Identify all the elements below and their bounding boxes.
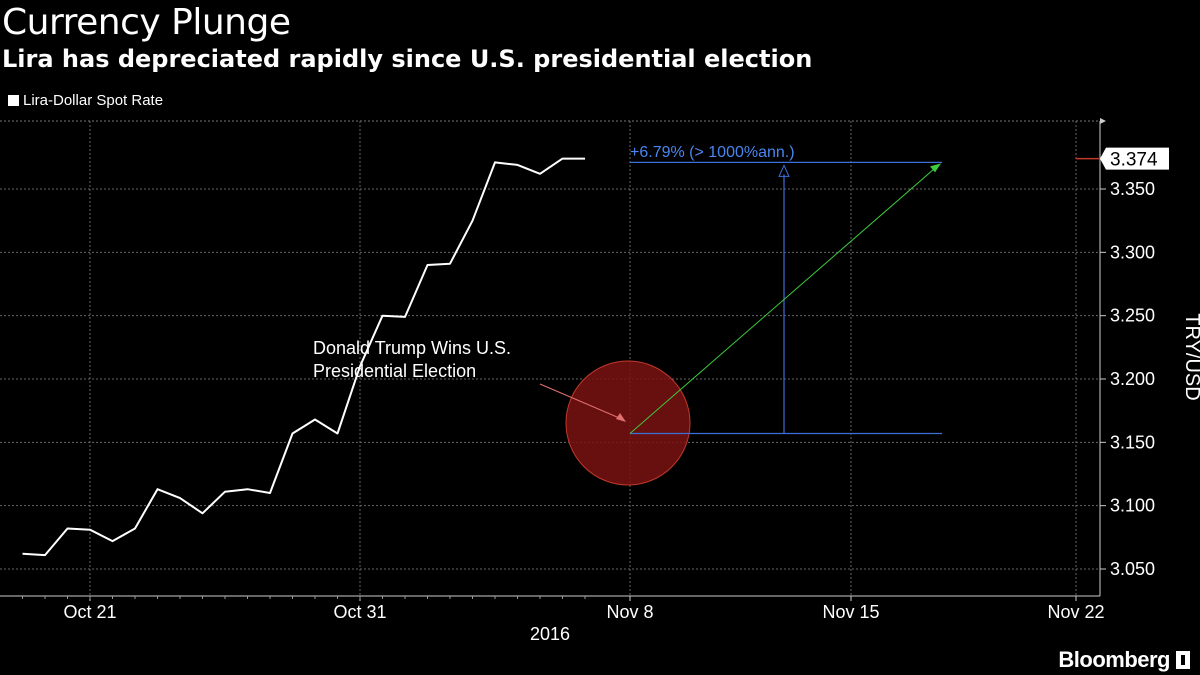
y-tick-label: 3.250 — [1110, 306, 1155, 326]
change-annotation-label: +6.79% (> 1000%ann.) — [630, 144, 795, 161]
last-value-tag — [1100, 147, 1169, 170]
y-tick-label: 3.050 — [1110, 559, 1155, 579]
y-tick-label: 3.150 — [1110, 432, 1155, 452]
bloomberg-logo-icon — [1176, 651, 1190, 669]
y-tick-label: 3.350 — [1110, 179, 1155, 199]
series-layer: 3.374 — [22, 147, 1169, 557]
y-tick-label: 3.300 — [1110, 242, 1155, 262]
chart-subtitle: Lira has depreciated rapidly since U.S. … — [2, 45, 813, 73]
legend-label: Lira-Dollar Spot Rate — [23, 92, 164, 109]
event-annotation-line2: Presidential Election — [313, 361, 476, 381]
y-axis-title: TRY/USD — [1181, 313, 1200, 400]
legend-swatch — [8, 95, 19, 106]
y-tick-label: 3.100 — [1110, 496, 1155, 516]
event-pointer-arrowhead — [616, 413, 626, 422]
bloomberg-logo: Bloomberg — [1058, 647, 1190, 673]
x-tick-label: Nov 8 — [606, 602, 653, 622]
x-tick-label: Oct 31 — [333, 602, 386, 622]
y-axis-arrow — [1100, 118, 1106, 124]
y-tick-label: 3.200 — [1110, 369, 1155, 389]
event-highlight-circle — [565, 360, 691, 486]
annotation-layer — [539, 161, 942, 486]
x-year-label: 2016 — [530, 624, 570, 644]
event-annotation-line1: Donald Trump Wins U.S. — [313, 338, 511, 358]
grid-layer — [0, 121, 1100, 596]
series-line-lira-dollar — [22, 157, 585, 557]
measure-arrowhead — [778, 164, 790, 177]
axis-layer: 3.050 3.100 3.150 3.200 3.250 3.300 3.350 Oct 2… — [22, 118, 1155, 622]
x-tick-label: Nov 15 — [822, 602, 879, 622]
trend-line — [629, 166, 938, 434]
brand-label: Bloomberg — [1058, 647, 1170, 672]
x-tick-label: Nov 22 — [1047, 602, 1104, 622]
trend-arrowhead — [930, 163, 941, 173]
last-value-label: 3.374 — [1110, 150, 1158, 171]
legend: Lira-Dollar Spot Rate — [8, 92, 163, 109]
chart-title: Currency Plunge — [2, 2, 291, 43]
event-pointer — [539, 383, 625, 421]
x-tick-label: Oct 21 — [63, 602, 116, 622]
